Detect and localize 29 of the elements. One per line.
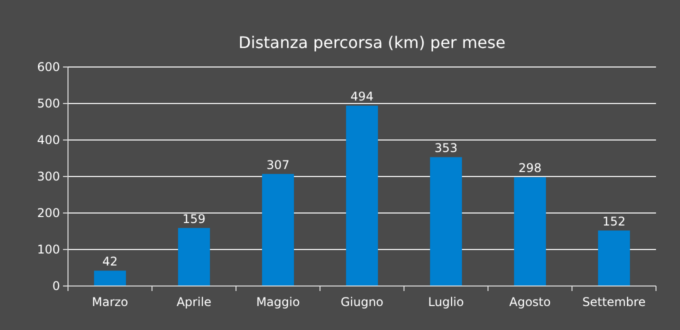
x-tick-label: Maggio xyxy=(256,295,300,309)
bar xyxy=(598,230,630,286)
data-label: 152 xyxy=(602,214,626,229)
y-tick-label: 0 xyxy=(52,279,60,294)
bar xyxy=(514,177,546,286)
y-tick-label: 300 xyxy=(37,170,60,184)
bar xyxy=(262,174,294,286)
x-tick-label: Marzo xyxy=(92,295,128,309)
data-label: 298 xyxy=(518,161,542,176)
data-label: 353 xyxy=(434,141,458,156)
data-label: 42 xyxy=(102,254,118,269)
bar xyxy=(430,157,462,286)
bar xyxy=(178,228,210,286)
data-label: 159 xyxy=(182,212,206,226)
y-tick-label: 200 xyxy=(37,206,60,220)
data-label: 307 xyxy=(266,158,290,172)
bar xyxy=(346,106,378,286)
x-tick-label: Luglio xyxy=(428,295,464,309)
y-tick-label: 100 xyxy=(37,242,60,257)
chart-title: Distanza percorsa (km) per mese xyxy=(238,33,506,52)
x-tick-label: Giugno xyxy=(340,295,384,309)
y-tick-label: 500 xyxy=(37,96,60,111)
x-tick-label: Agosto xyxy=(509,295,551,309)
y-tick-label: 400 xyxy=(37,133,60,148)
data-label: 494 xyxy=(350,90,374,104)
y-tick-label: 600 xyxy=(37,60,60,74)
x-tick-label: Settembre xyxy=(582,295,646,309)
bar xyxy=(94,270,126,286)
x-tick-label: Aprile xyxy=(176,295,212,309)
